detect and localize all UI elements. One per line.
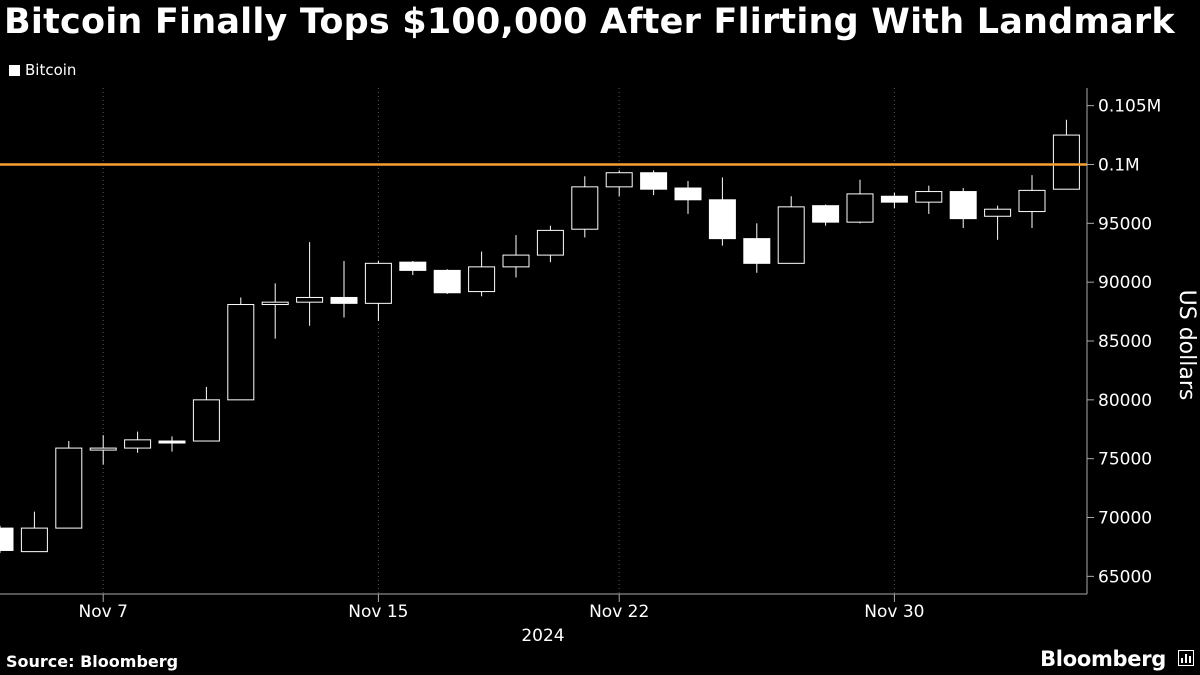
y-tick-label: 90000	[1098, 273, 1152, 293]
chart-title: Bitcoin Finally Tops $100,000 After Flir…	[4, 2, 1175, 42]
candle-body-down	[812, 205, 840, 223]
candle-body-down	[743, 238, 771, 264]
candle-body-up	[915, 191, 943, 203]
x-tick-label: Nov 30	[864, 602, 924, 622]
candle-body-down	[880, 195, 908, 203]
candle-body-up	[55, 447, 83, 529]
candle-body-up	[571, 186, 599, 230]
x-axis-label: 2024	[521, 626, 564, 646]
y-tick-label: 65000	[1098, 567, 1152, 587]
candle-body-down	[674, 187, 702, 201]
candle-body-up	[20, 527, 48, 553]
y-tick-label: 80000	[1098, 391, 1152, 411]
candle-body-up	[364, 262, 392, 304]
candle-body-up	[502, 254, 530, 268]
candle-body-up	[124, 439, 152, 449]
source-note: Source: Bloomberg	[6, 652, 179, 671]
candle-body-up	[1018, 189, 1046, 213]
candle-body-up	[605, 172, 633, 188]
candle-body-up	[261, 301, 289, 306]
candle-body-up	[192, 399, 220, 442]
candle-body-up	[296, 296, 324, 303]
candle-body-up	[89, 447, 117, 451]
x-tick-label: Nov 22	[589, 602, 649, 622]
candle-body-up	[1052, 134, 1080, 190]
bloomberg-chart-icon	[1178, 650, 1194, 666]
candle-body-up	[777, 206, 805, 264]
y-tick-label: 0.1M	[1098, 155, 1140, 175]
candle-body-up	[227, 304, 255, 401]
x-tick-label: Nov 7	[78, 602, 127, 622]
legend: Bitcoin	[9, 61, 76, 79]
candle-body-down	[399, 261, 427, 271]
candle-body-up	[846, 193, 874, 223]
candle-body-up	[536, 229, 564, 256]
candle-body-down	[0, 527, 14, 551]
y-tick-label: 0.105M	[1098, 97, 1161, 117]
candle-body-down	[330, 296, 358, 304]
candle-body-down	[708, 199, 736, 240]
y-tick-label: 70000	[1098, 509, 1152, 529]
y-axis-label: US dollars	[1174, 290, 1199, 401]
candle-body-up	[984, 208, 1012, 217]
candle-body-down	[433, 269, 461, 294]
legend-swatch-bitcoin	[9, 64, 20, 76]
candle-body-down	[640, 172, 668, 190]
brand-logo: Bloomberg	[1040, 647, 1166, 671]
y-tick-label: 75000	[1098, 450, 1152, 470]
y-tick-label: 85000	[1098, 332, 1152, 352]
candle-body-up	[468, 266, 496, 293]
x-tick-label: Nov 15	[348, 602, 408, 622]
legend-label-bitcoin: Bitcoin	[25, 61, 77, 79]
candle-body-down	[158, 440, 186, 444]
candle-body-down	[949, 191, 977, 220]
y-tick-label: 95000	[1098, 214, 1152, 234]
